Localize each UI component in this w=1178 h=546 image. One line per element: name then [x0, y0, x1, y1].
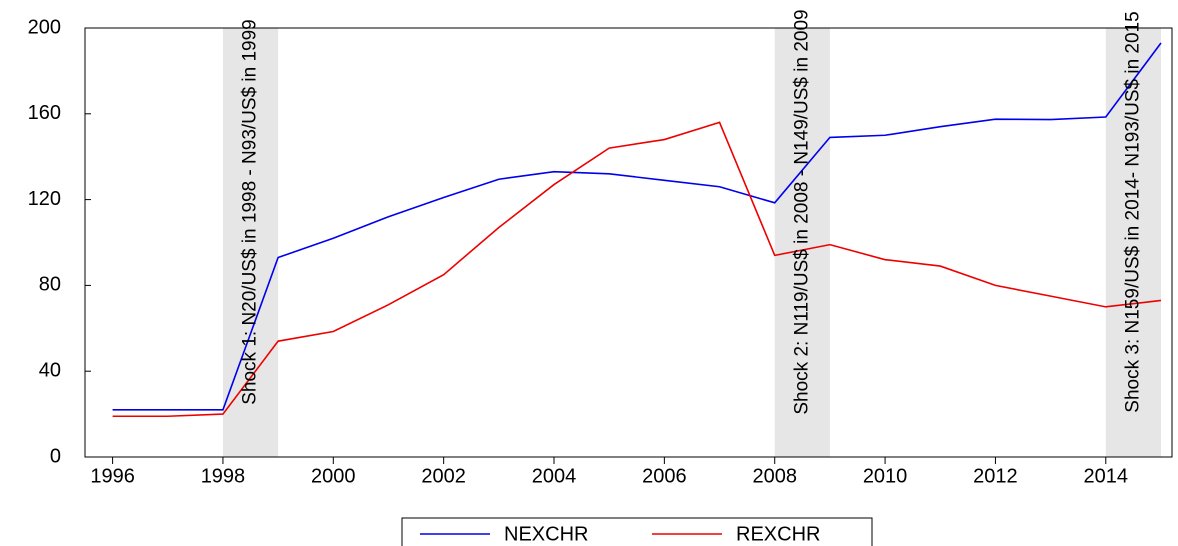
y-tick-label: 120 [28, 188, 61, 210]
legend-label: REXCHR [736, 523, 820, 545]
y-tick-label: 200 [28, 16, 61, 38]
x-tick-label: 1998 [201, 465, 246, 487]
plot-frame [84, 27, 1173, 458]
x-tick-label: 2014 [1084, 465, 1129, 487]
y-tick-label: 80 [39, 274, 61, 296]
x-tick-label: 2000 [311, 465, 356, 487]
x-tick-label: 2006 [642, 465, 687, 487]
legend-box [401, 517, 873, 546]
series-line [112, 121, 1162, 418]
x-tick-label: 2012 [973, 465, 1018, 487]
x-tick-label: 2004 [532, 465, 577, 487]
shock-annotation: Shock 2: N119/US$ in 2008 - N149/US$ in … [791, 9, 812, 414]
shock-band [774, 28, 830, 457]
shock-band [1105, 28, 1161, 457]
y-tick-label: 40 [39, 359, 61, 381]
x-tick-label: 1996 [90, 465, 135, 487]
x-tick-label: 2002 [421, 465, 466, 487]
x-tick-label: 2010 [863, 465, 908, 487]
shock-annotation: Shock 1: N20/US$ in 1998 - N93/US$ in 19… [240, 19, 261, 405]
series-line [112, 42, 1162, 411]
y-tick-label: 160 [28, 102, 61, 124]
legend-label: NEXCHR [504, 523, 588, 545]
x-tick-label: 2008 [752, 465, 797, 487]
shock-annotation: Shock 3: N159/US$ in 2014- N193/US$ in 2… [1122, 11, 1143, 412]
y-tick-label: 0 [50, 445, 61, 467]
